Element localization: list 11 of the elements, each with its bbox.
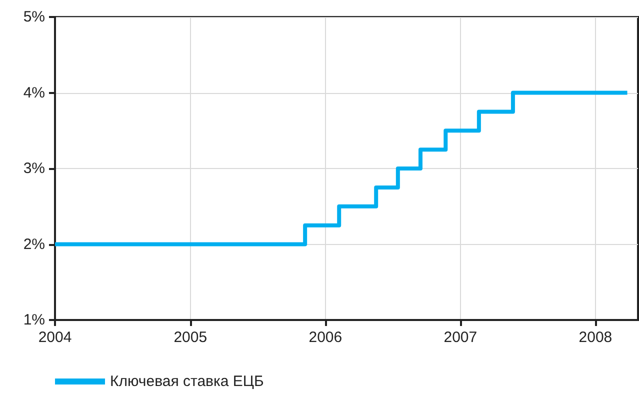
x-tick-label: 2008 <box>578 329 612 346</box>
x-tick-label: 2006 <box>308 329 342 346</box>
x-tick-label: 2005 <box>174 329 208 346</box>
legend-label: Ключевая ставка ЕЦБ <box>110 373 264 390</box>
y-tick-label: 2% <box>23 236 45 253</box>
y-tick-label: 5% <box>23 8 45 26</box>
y-tick-label: 3% <box>23 160 45 177</box>
y-tick-label: 1% <box>23 312 45 328</box>
y-tick-label: 4% <box>23 84 45 102</box>
x-tick-label: 2007 <box>444 329 478 346</box>
x-tick-label: 2004 <box>38 329 72 346</box>
